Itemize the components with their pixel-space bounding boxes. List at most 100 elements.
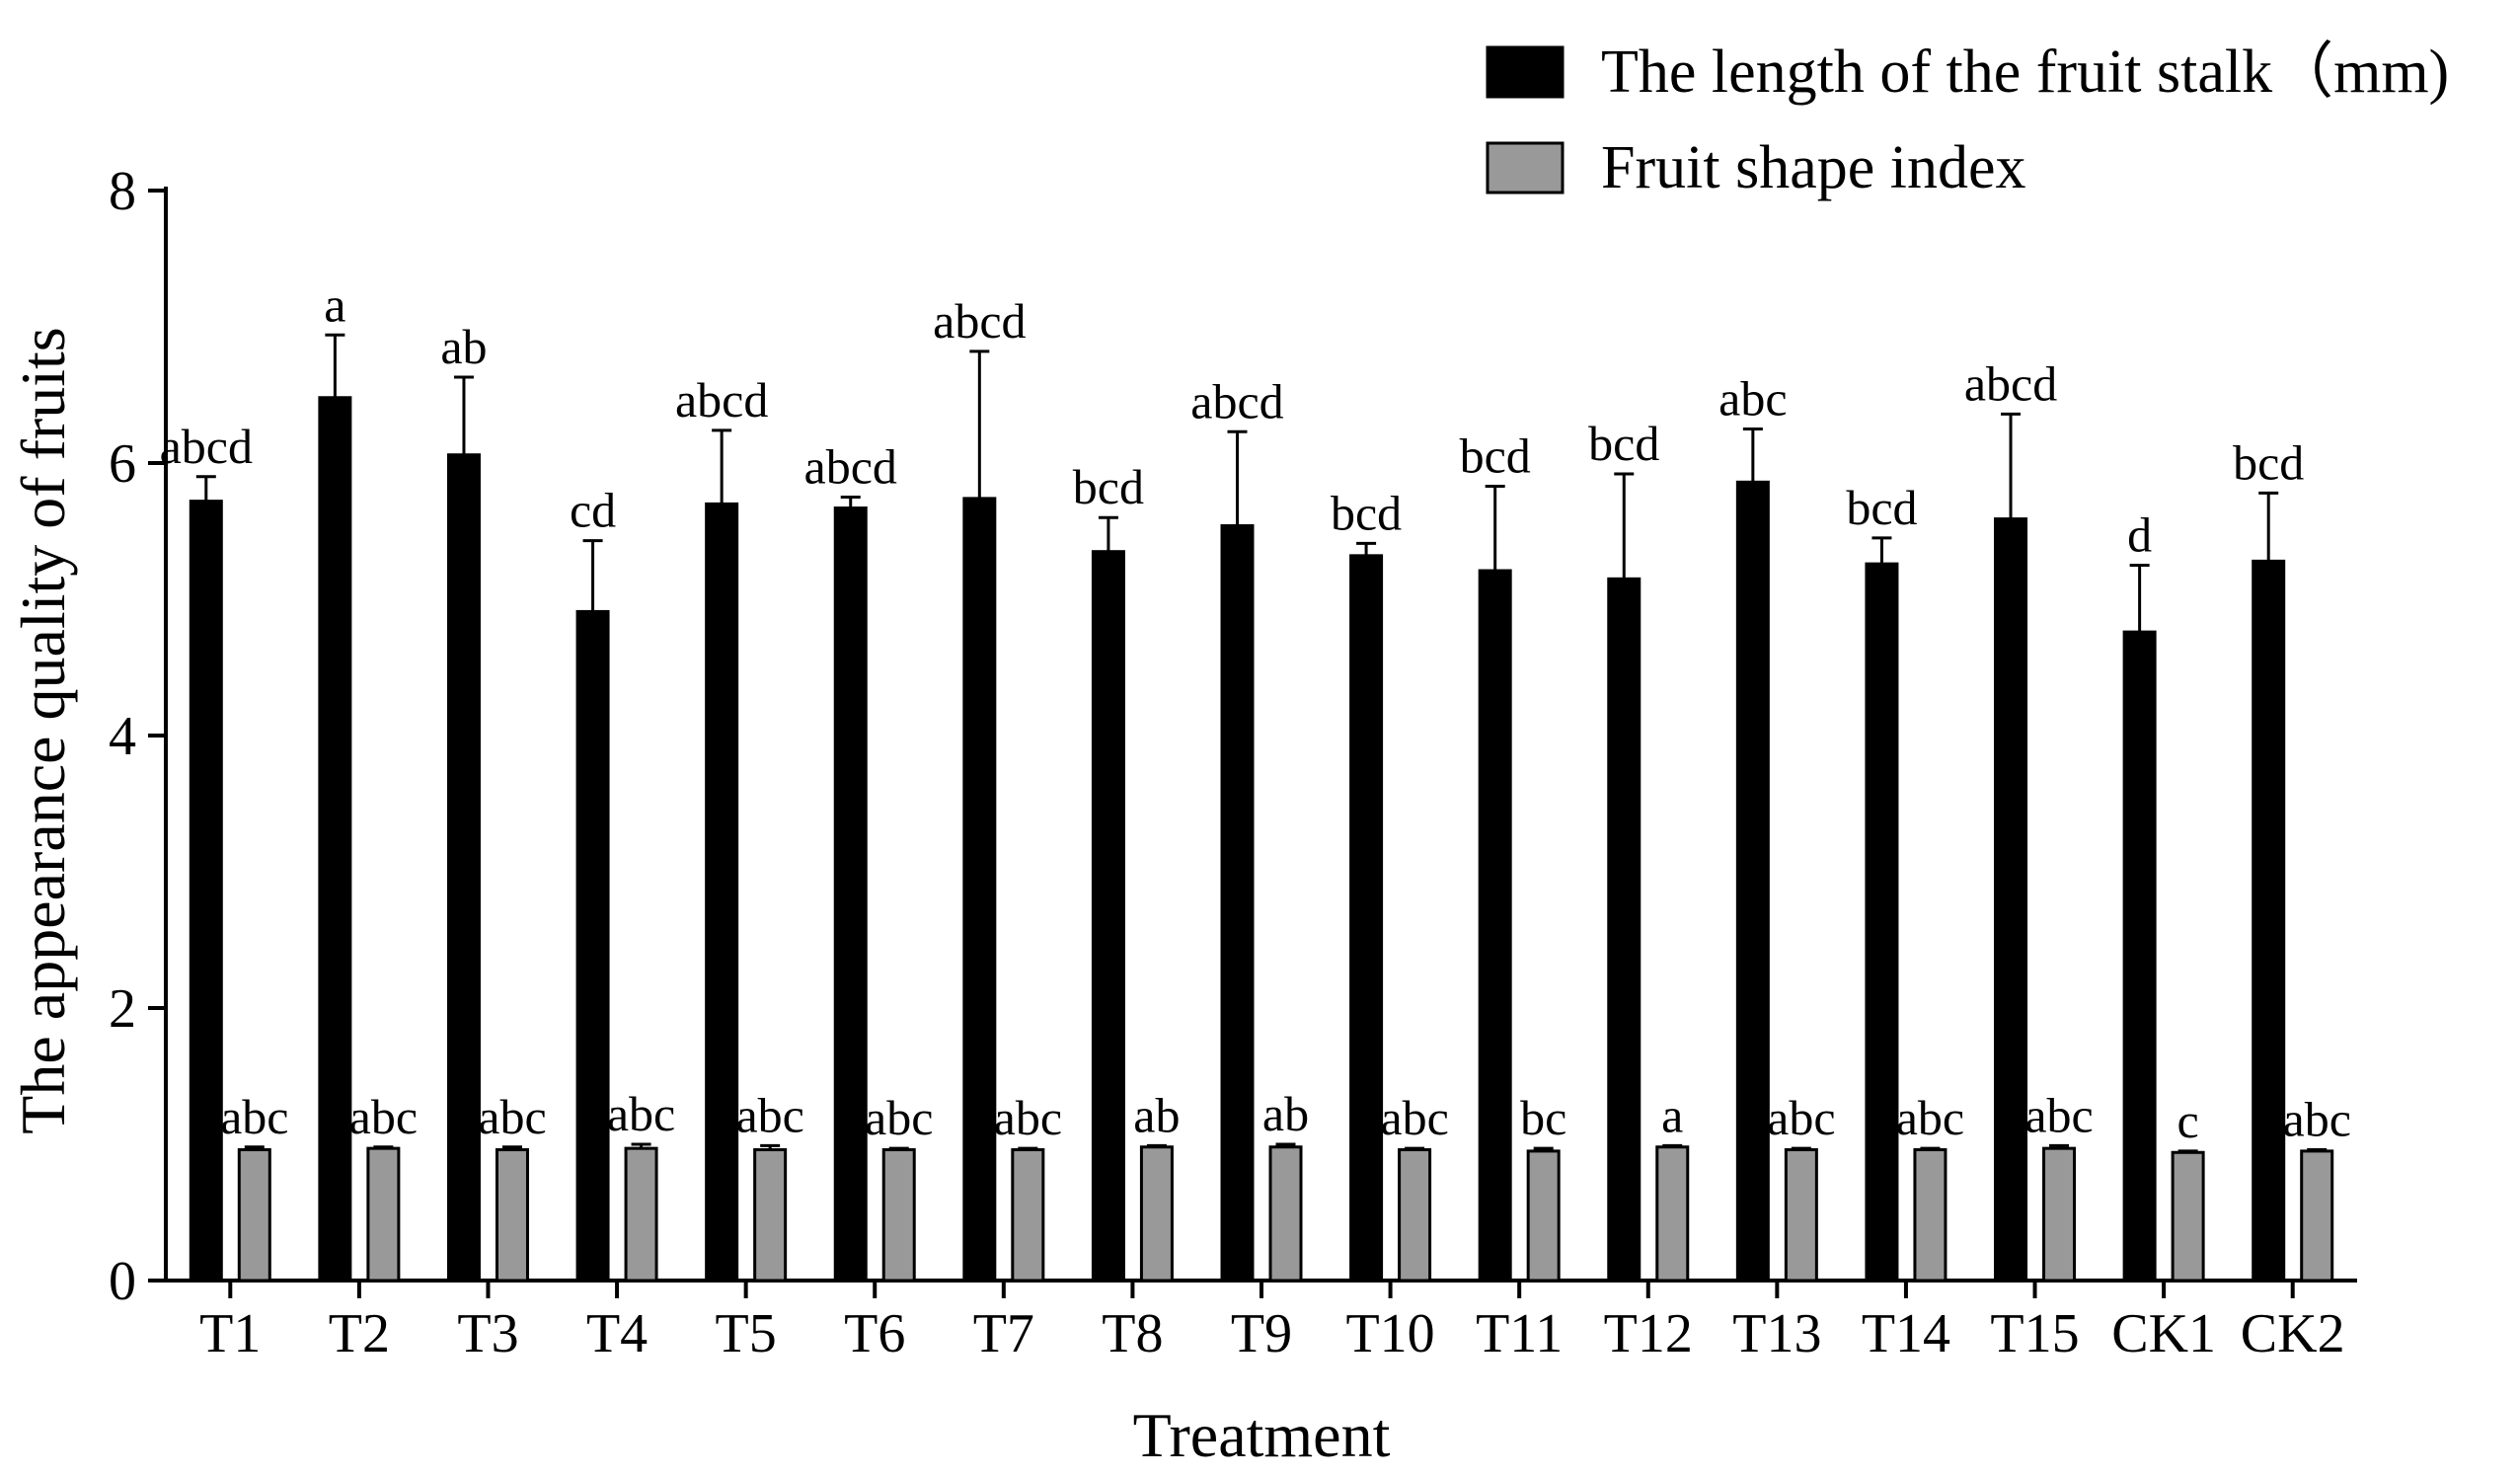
significance-label-stalk-length: abcd	[160, 419, 253, 474]
significance-label-stalk-length: abcd	[675, 372, 768, 428]
x-tick-label: T15	[1990, 1303, 2079, 1364]
significance-label-stalk-length: bcd	[2233, 434, 2304, 490]
bar-shape-index	[881, 1148, 916, 1283]
x-tick-label: T12	[1604, 1303, 1693, 1364]
significance-label-stalk-length: bcd	[1460, 428, 1531, 483]
legend-label-stalk-length: The length of the fruit stalk（mm)	[1601, 39, 2449, 106]
significance-label-shape-index: abc	[2283, 1092, 2351, 1147]
x-tick-label: T10	[1345, 1303, 1434, 1364]
bar-stalk-length	[1220, 523, 1255, 1283]
significance-label-shape-index: abc	[2024, 1087, 2093, 1142]
bar-shape-index	[1913, 1148, 1947, 1283]
x-tick-label: T13	[1732, 1303, 1821, 1364]
x-tick-label: T1	[199, 1303, 261, 1364]
bar-stalk-length	[705, 502, 739, 1283]
legend-swatch-stalk-length	[1486, 45, 1565, 99]
bar-shape-index	[753, 1148, 788, 1283]
bar-shape-index	[1526, 1149, 1561, 1283]
bar-stalk-length	[833, 506, 868, 1283]
bar-shape-index	[495, 1148, 529, 1283]
significance-label-stalk-length: bcd	[1331, 485, 1402, 540]
x-tick-label: T7	[973, 1303, 1034, 1364]
significance-label-stalk-length: abcd	[804, 439, 897, 495]
bar-stalk-length	[2252, 559, 2286, 1283]
x-tick-label: T5	[716, 1303, 777, 1364]
bar-shape-index	[366, 1146, 401, 1283]
y-tick-label: 4	[109, 706, 136, 767]
x-tick-label: T8	[1102, 1303, 1163, 1364]
significance-label-shape-index: bc	[1520, 1090, 1566, 1145]
significance-label-stalk-length: abcd	[933, 293, 1026, 349]
x-tick-label: T4	[586, 1303, 648, 1364]
bar-stalk-length	[446, 453, 481, 1283]
significance-label-shape-index: abc	[1380, 1090, 1448, 1145]
bar-shape-index	[1268, 1145, 1303, 1283]
bar-shape-index	[2042, 1146, 2077, 1283]
bar-shape-index	[1655, 1145, 1690, 1283]
x-axis-title: Treatment	[1133, 1400, 1391, 1470]
bar-stalk-length	[1478, 569, 1512, 1283]
bar-stalk-length	[318, 396, 352, 1283]
significance-label-stalk-length: d	[2127, 507, 2152, 563]
bar-shape-index	[2300, 1149, 2334, 1283]
significance-label-shape-index: abc	[1767, 1090, 1835, 1145]
significance-label-shape-index: ab	[1133, 1087, 1180, 1142]
y-tick-label: 2	[109, 978, 136, 1040]
bar-shape-index	[2171, 1150, 2205, 1283]
bar-stalk-length	[189, 500, 223, 1283]
significance-label-stalk-length: bcd	[1073, 459, 1144, 514]
significance-label-stalk-length: bcd	[1588, 416, 1659, 471]
x-tick-label: T9	[1231, 1303, 1292, 1364]
bar-shape-index	[1011, 1148, 1045, 1283]
bar-shape-index	[624, 1146, 658, 1283]
x-tick-label: T2	[329, 1303, 390, 1364]
bar-stalk-length	[1865, 562, 1899, 1283]
bar-stalk-length	[1735, 480, 1770, 1283]
x-tick-label: CK2	[2241, 1303, 2345, 1364]
x-tick-label: CK1	[2111, 1303, 2216, 1364]
y-axis-title: The appearance quality of fruits	[8, 327, 78, 1133]
significance-label-stalk-length: a	[324, 276, 345, 332]
significance-label-stalk-length: ab	[440, 319, 487, 374]
x-tick-label: T11	[1476, 1303, 1563, 1364]
bar-stalk-length	[2122, 630, 2157, 1283]
significance-label-shape-index: abc	[735, 1087, 803, 1142]
significance-label-shape-index: ab	[1262, 1086, 1309, 1141]
significance-label-shape-index: abc	[478, 1089, 546, 1144]
y-tick-label: 6	[109, 433, 136, 495]
bar-stalk-length	[575, 609, 610, 1283]
x-tick-label: T6	[844, 1303, 905, 1364]
significance-label-stalk-length: abcd	[1190, 373, 1283, 428]
significance-label-shape-index: abc	[349, 1089, 418, 1144]
bar-shape-index	[237, 1148, 271, 1283]
bar-stalk-length	[1349, 554, 1384, 1283]
significance-label-shape-index: a	[1661, 1087, 1683, 1142]
y-tick-label: 8	[109, 161, 136, 222]
bar-stalk-length	[1607, 577, 1642, 1283]
bar-shape-index	[1784, 1148, 1818, 1283]
bar-stalk-length	[962, 497, 997, 1283]
bar-shape-index	[1398, 1148, 1432, 1283]
bar-shape-index	[1139, 1145, 1174, 1283]
significance-label-shape-index: abc	[994, 1090, 1062, 1145]
legend: The length of the fruit stalk（mm) Fruit …	[1486, 39, 2449, 201]
legend-label-shape-index: Fruit shape index	[1601, 134, 2026, 201]
significance-label-shape-index: abc	[865, 1090, 933, 1145]
significance-label-stalk-length: cd	[570, 483, 616, 538]
bar-stalk-length	[1994, 517, 2028, 1283]
legend-swatch-shape-index	[1486, 141, 1565, 194]
significance-label-shape-index: abc	[220, 1089, 288, 1144]
x-tick-label: T3	[457, 1303, 518, 1364]
significance-label-shape-index: abc	[607, 1086, 675, 1141]
significance-label-stalk-length: abcd	[1964, 355, 2057, 411]
bar-stalk-length	[1091, 550, 1125, 1283]
significance-label-shape-index: abc	[1896, 1090, 1964, 1145]
x-tick-label: T14	[1862, 1303, 1950, 1364]
plot-area: 02468T1abcdabcT2aabcT3ababcT4cdabcT5abcd…	[109, 161, 2357, 1364]
significance-label-stalk-length: abc	[1718, 371, 1787, 427]
significance-label-shape-index: c	[2177, 1093, 2199, 1148]
y-tick-label: 0	[109, 1251, 136, 1312]
significance-label-stalk-length: bcd	[1846, 480, 1917, 535]
